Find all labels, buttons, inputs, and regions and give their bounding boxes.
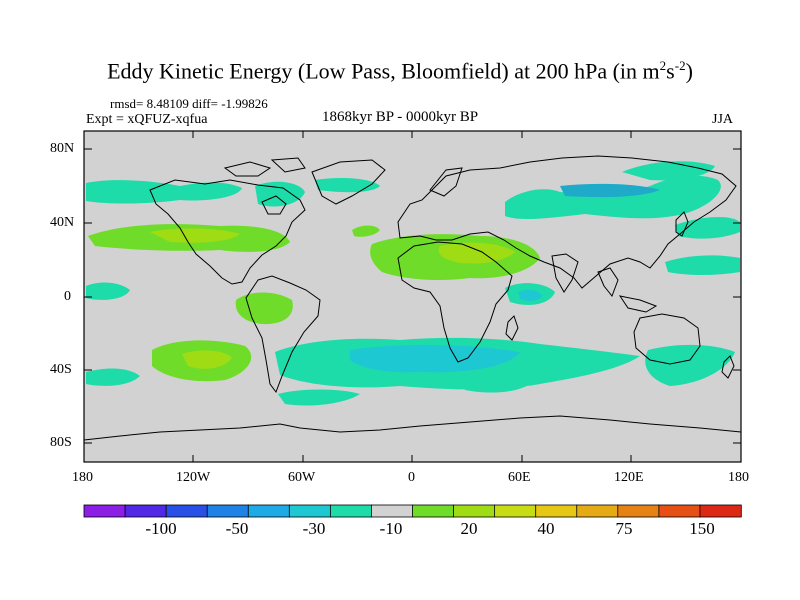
- anomaly-south-atlantic-low: [278, 389, 360, 406]
- anomaly-south-pacific-green-core: [182, 350, 232, 369]
- colorbar-label: -10: [379, 519, 403, 538]
- lat-label-80n: 80N: [50, 141, 75, 156]
- coast-europe-asia: [397, 155, 737, 289]
- anomaly-north-pacific-core: [150, 228, 240, 243]
- colorbar-label: -50: [225, 519, 249, 538]
- experiment-label: Expt = xQFUZ-xqfua: [86, 112, 208, 127]
- colorbar-swatch: [535, 504, 578, 518]
- coast-greenland: [311, 159, 386, 205]
- anomaly-south-indian: [645, 344, 735, 386]
- axis-ticks: [84, 131, 741, 462]
- colorbar-label: 150: [689, 519, 715, 538]
- coast-scandinavia: [429, 167, 463, 197]
- anomaly-west-pacific: [86, 282, 130, 300]
- lon-label-120e: 120E: [614, 470, 644, 485]
- coast-arctic-islands: [223, 157, 306, 177]
- coast-south-america: [245, 275, 321, 394]
- colorbar-swatch: [371, 504, 414, 518]
- colorbar: [83, 504, 742, 518]
- colorbar-swatch: [83, 504, 126, 518]
- colorbar-swatch: [453, 504, 496, 518]
- colorbar-label: 20: [460, 519, 478, 538]
- colorbar-swatch: [165, 504, 208, 518]
- period-label: 1868kyr BP - 0000kyr BP: [322, 109, 479, 125]
- coast-africa: [397, 241, 513, 363]
- coast-madagascar: [505, 315, 519, 341]
- colorbar-swatch: [288, 504, 332, 518]
- lon-label-180e: 180: [728, 470, 749, 485]
- anomaly-southern-ocean-core: [350, 344, 520, 373]
- colorbar-swatch: [617, 504, 660, 518]
- coastlines: [83, 155, 742, 441]
- colorbar-swatch: [576, 504, 619, 518]
- lon-label-0: 0: [408, 470, 415, 485]
- lon-label-120w: 120W: [176, 470, 211, 485]
- colorbar-swatch: [124, 504, 167, 518]
- coast-japan: [675, 211, 689, 237]
- lat-label-80s: 80S: [50, 435, 72, 450]
- chart-title: Eddy Kinetic Energy (Low Pass, Bloomfiel…: [107, 58, 693, 84]
- colorbar-swatch: [329, 504, 373, 518]
- lon-label-180w: 180: [72, 470, 93, 485]
- anomaly-south-america-west: [235, 292, 293, 325]
- colorbar-label: -30: [302, 519, 326, 538]
- colorbar-label: 75: [615, 519, 633, 538]
- colorbar-swatch: [699, 504, 742, 518]
- coast-antarctica: [83, 415, 742, 441]
- map-plot-area: [83, 130, 742, 463]
- coast-southeast-asia: [597, 267, 658, 313]
- season-label: JJA: [712, 112, 734, 127]
- anomaly-pacific-nw: [675, 216, 740, 239]
- coast-australia: [633, 313, 701, 365]
- lat-label-40n: 40N: [50, 215, 75, 230]
- anomaly-sahara-core: [438, 242, 515, 264]
- anomaly-siberia-cap: [622, 161, 715, 181]
- anomaly-north-atlantic: [352, 225, 380, 237]
- anomaly-east-africa-core: [518, 289, 542, 301]
- anomaly-eurasia-north: [505, 175, 721, 220]
- coast-hudson-bay: [261, 195, 287, 215]
- anomaly-indian-ocean-sw: [460, 375, 530, 393]
- colorbar-label: -100: [145, 519, 177, 538]
- stats-text: rmsd= 8.48109 diff= -1.99826: [110, 96, 268, 111]
- colorbar-swatch: [412, 504, 455, 518]
- colorbar-swatch: [206, 504, 249, 518]
- anomaly-south-pacific: [86, 368, 140, 386]
- anomaly-arctic-canada: [86, 180, 242, 204]
- colorbar-swatch: [494, 504, 537, 518]
- lon-label-60w: 60W: [288, 470, 316, 485]
- coast-india: [551, 253, 579, 293]
- anomaly-fields: [86, 161, 740, 406]
- colorbar-label: 40: [537, 519, 555, 538]
- coast-north-america: [149, 179, 306, 285]
- anomaly-siberia-band: [560, 183, 660, 198]
- colorbar-swatch: [658, 504, 701, 518]
- coast-new-zealand: [721, 355, 735, 379]
- lat-label-40s: 40S: [50, 362, 72, 377]
- lat-label-equator: 0: [64, 289, 71, 304]
- colorbar-swatch: [247, 504, 291, 518]
- anomaly-hudson: [255, 181, 305, 207]
- lon-label-60e: 60E: [508, 470, 531, 485]
- anomaly-pacific-mid: [665, 255, 740, 275]
